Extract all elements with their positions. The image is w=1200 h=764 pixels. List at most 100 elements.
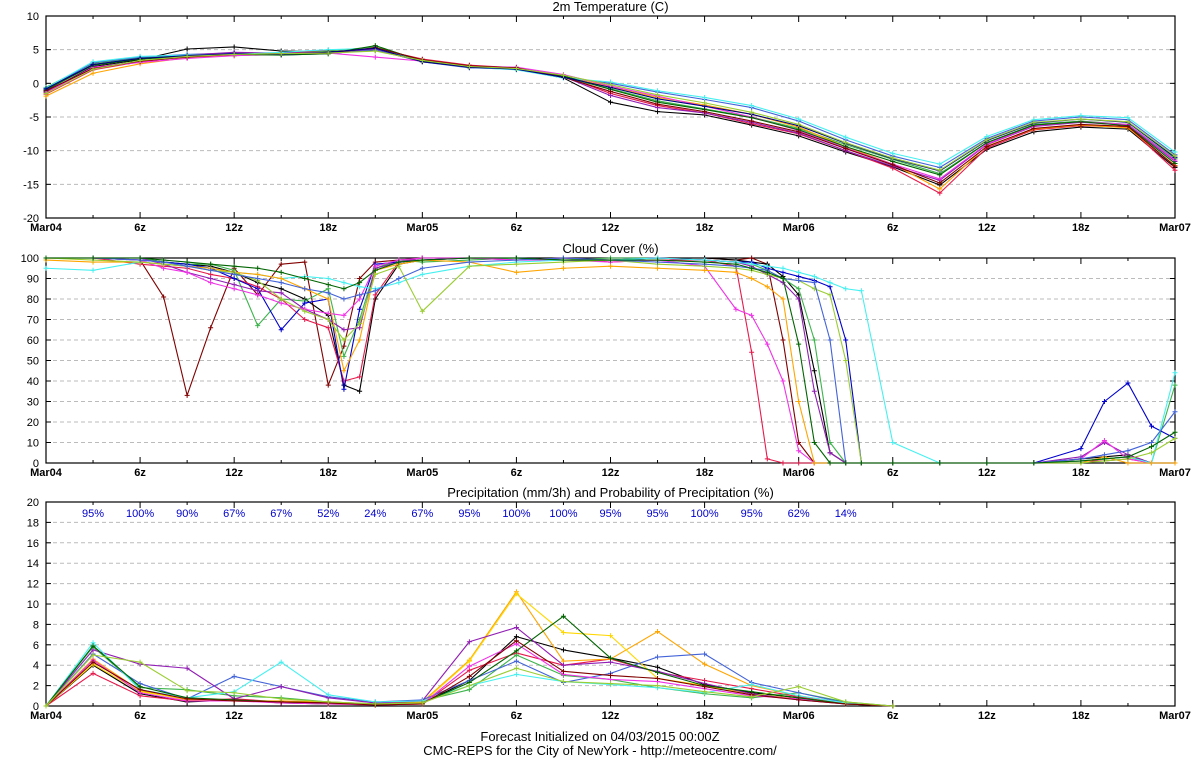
data-point xyxy=(302,300,308,306)
y-tick-label: 0 xyxy=(33,78,39,90)
data-point xyxy=(255,323,261,329)
data-point xyxy=(325,282,331,288)
data-point xyxy=(1078,446,1084,452)
data-point xyxy=(1031,460,1037,466)
pop-label: 14% xyxy=(835,508,857,520)
data-point xyxy=(858,288,864,294)
data-point xyxy=(560,679,566,685)
data-point xyxy=(702,94,708,100)
data-point xyxy=(560,668,566,674)
data-point xyxy=(208,261,214,267)
data-point xyxy=(811,273,817,279)
pop-label: 62% xyxy=(788,508,810,520)
x-tick-label: 18z xyxy=(1072,467,1090,479)
data-point xyxy=(90,66,96,72)
data-point xyxy=(843,699,849,705)
x-tick-label: 12z xyxy=(225,467,243,479)
data-point xyxy=(43,90,49,96)
pop-label: 52% xyxy=(317,508,339,520)
data-point xyxy=(1148,450,1154,456)
data-point xyxy=(341,386,347,392)
panel-title: Precipitation (mm/3h) and Probability of… xyxy=(447,485,774,500)
data-point xyxy=(341,312,347,318)
data-point xyxy=(231,51,237,57)
data-point xyxy=(749,265,755,271)
data-point xyxy=(419,57,425,63)
data-point xyxy=(372,48,378,54)
data-point xyxy=(137,659,143,665)
x-tick-label: 12z xyxy=(602,710,620,722)
data-point xyxy=(184,696,190,702)
y-tick-label: 16 xyxy=(27,538,39,550)
data-point xyxy=(702,651,708,657)
data-point xyxy=(702,684,708,690)
source-footer-line2: CMC-REPS for the City of NewYork - http:… xyxy=(423,743,777,758)
data-point xyxy=(278,684,284,690)
data-point xyxy=(184,46,190,52)
data-point xyxy=(325,699,331,705)
data-point xyxy=(780,460,786,466)
data-point xyxy=(827,280,833,286)
x-tick-label: 12z xyxy=(978,710,996,722)
data-point xyxy=(43,265,49,271)
x-tick-label: Mar05 xyxy=(406,222,438,234)
pop-label: 100% xyxy=(549,508,577,520)
data-point xyxy=(1125,454,1131,460)
data-point xyxy=(466,64,472,69)
y-tick-label: 10 xyxy=(27,438,39,450)
y-tick-label: 10 xyxy=(27,599,39,611)
y-tick-label: -10 xyxy=(23,146,39,158)
series-line-3 xyxy=(45,46,1176,175)
y-tick-label: 20 xyxy=(27,497,39,509)
data-point xyxy=(811,280,817,286)
data-point xyxy=(341,368,347,374)
y-tick-label: 12 xyxy=(27,579,39,591)
data-point xyxy=(325,50,331,56)
y-tick-label: 70 xyxy=(27,315,39,327)
data-point xyxy=(858,460,864,466)
data-point xyxy=(843,337,849,343)
y-tick-label: 90 xyxy=(27,274,39,286)
data-point xyxy=(90,643,96,649)
x-tick-label: 12z xyxy=(602,222,620,234)
data-point xyxy=(1172,460,1178,466)
pop-label: 95% xyxy=(82,508,104,520)
x-tick-label: Mar06 xyxy=(783,467,815,479)
y-tick-label: 30 xyxy=(27,397,39,409)
data-point xyxy=(1172,429,1178,435)
data-point xyxy=(90,61,96,67)
chart-panel-1: -20 -15 -10 -5 0 5 10 Mar04 6z 12z 18z Mar05 6z 12z 18… xyxy=(23,0,1191,234)
data-point xyxy=(1078,458,1084,464)
panel-title: Cloud Cover (%) xyxy=(562,241,658,256)
data-point xyxy=(357,388,363,394)
x-tick-label: 6z xyxy=(511,467,523,479)
data-point xyxy=(90,670,96,676)
data-point xyxy=(702,661,708,667)
data-point xyxy=(796,296,802,302)
data-point xyxy=(702,689,708,695)
data-point xyxy=(749,118,755,124)
data-point xyxy=(341,343,347,349)
data-point xyxy=(796,341,802,347)
series-line-6 xyxy=(45,48,1176,181)
data-point xyxy=(341,296,347,302)
data-point xyxy=(560,630,566,636)
data-point xyxy=(302,317,308,322)
data-point xyxy=(827,460,833,466)
data-point xyxy=(796,399,802,404)
x-tick-label: 18z xyxy=(1072,710,1090,722)
data-point xyxy=(419,308,425,314)
data-point xyxy=(749,694,755,700)
y-tick-label: -15 xyxy=(23,179,39,191)
data-point xyxy=(827,440,833,445)
data-point xyxy=(937,180,943,186)
data-point xyxy=(796,129,802,135)
data-point xyxy=(843,134,849,140)
x-tick-label: Mar04 xyxy=(30,222,63,234)
x-tick-label: Mar05 xyxy=(406,710,438,722)
x-tick-label: 12z xyxy=(225,710,243,722)
data-point xyxy=(749,349,755,355)
data-point xyxy=(1172,409,1178,415)
x-tick-label: Mar04 xyxy=(30,710,63,722)
